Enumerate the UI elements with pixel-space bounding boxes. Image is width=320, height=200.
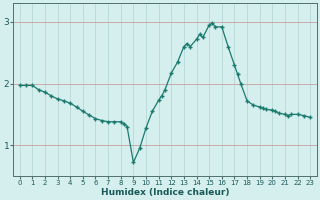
X-axis label: Humidex (Indice chaleur): Humidex (Indice chaleur) (101, 188, 229, 197)
